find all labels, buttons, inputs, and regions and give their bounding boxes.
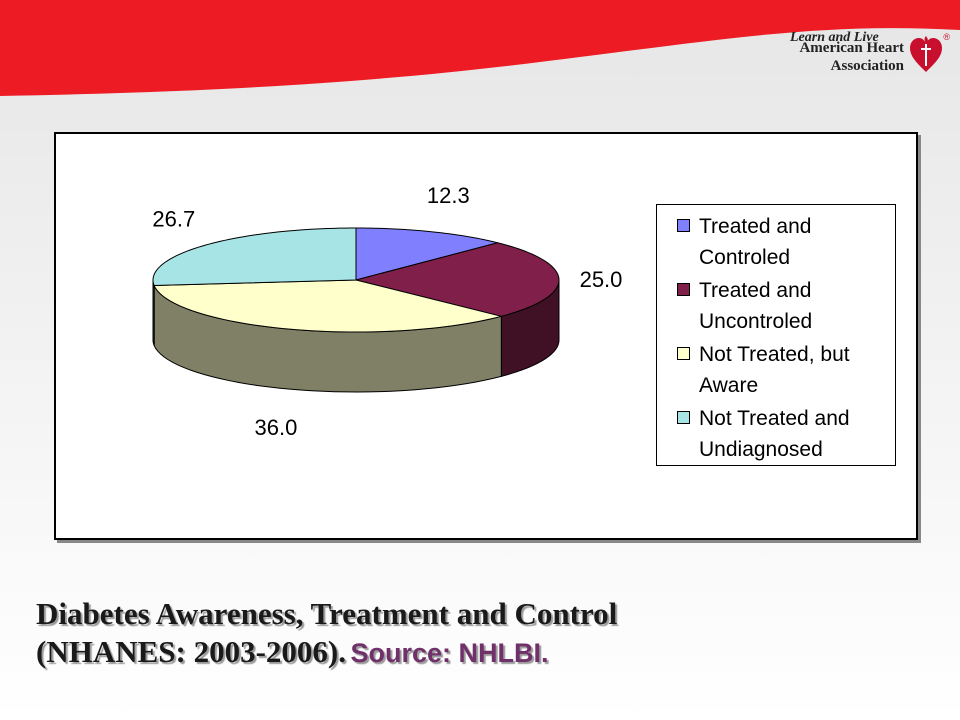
legend-swatch <box>677 347 690 360</box>
caption-source: Source: NHLBI. <box>350 638 549 668</box>
heart-torch-icon <box>910 36 942 72</box>
slice-not-treated-undiagnosed-side <box>152 280 155 346</box>
label-not-treated-aware: 36.0 <box>254 415 297 440</box>
legend-label: Not Treated and Undiagnosed <box>699 407 850 461</box>
slide-caption: Diabetes Awareness, Treatment and Contro… <box>36 596 936 670</box>
legend-label: Treated and Uncontroled <box>699 279 813 333</box>
slice-not-treated-aware <box>153 279 502 333</box>
pie-chart: 12.3 25.0 36.0 26.7 <box>152 183 623 440</box>
chart-legend: Treated and Controled Treated and Uncont… <box>656 204 896 466</box>
legend-swatch <box>677 411 690 424</box>
slice-treated-uncontrolled <box>355 242 560 317</box>
label-treated-controlled: 12.3 <box>427 183 470 208</box>
caption-title: Diabetes Awareness, Treatment and Contro… <box>36 596 618 631</box>
caption-study: (NHANES: 2003-2006). <box>36 634 346 669</box>
aha-logo: American Heart Association Learn and Liv… <box>790 30 950 100</box>
header-band <box>0 0 960 96</box>
legend-swatch <box>677 219 690 232</box>
slice-not-treated-undiagnosed <box>152 227 357 287</box>
legend-label: Not Treated, but Aware <box>699 343 850 397</box>
chart-frame: 12.3 25.0 36.0 26.7 Treated and Controled T… <box>54 132 918 540</box>
label-not-treated-undiagnosed: 26.7 <box>152 207 195 232</box>
logo-text-line2: Association <box>830 58 904 74</box>
legend-swatch <box>677 283 690 296</box>
legend-label: Treated and Controled <box>699 215 812 269</box>
logo-text-line1: American Heart <box>799 40 904 56</box>
registered-mark: ® <box>943 32 950 42</box>
logo-tagline: Learn and Live <box>790 30 879 45</box>
slice-treated-controlled <box>355 227 498 281</box>
label-treated-uncontrolled: 25.0 <box>580 267 623 292</box>
